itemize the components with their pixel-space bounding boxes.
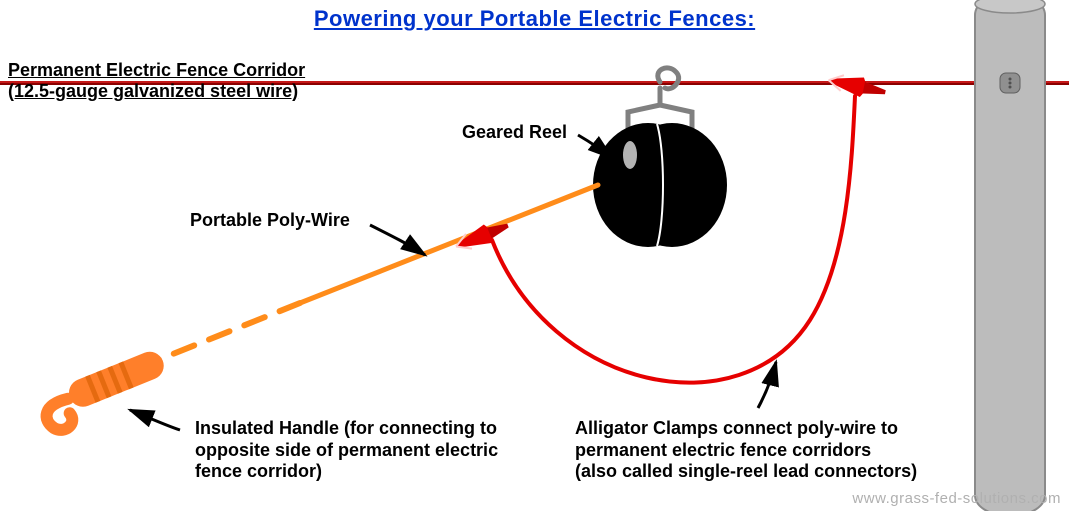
handle-label-line2: opposite side of permanent electric [195, 440, 498, 460]
clamp-label: Alligator Clamps connect poly-wire to pe… [575, 418, 917, 483]
geared-reel-label: Geared Reel [462, 122, 567, 144]
diagram-title: Powering your Portable Electric Fences: [0, 6, 1069, 32]
handle-label: Insulated Handle (for connecting to oppo… [195, 418, 498, 483]
watermark: www.grass-fed-solutions.com [852, 490, 1061, 507]
polywire-label: Portable Poly-Wire [190, 210, 350, 232]
clamp-label-line1: Alligator Clamps connect poly-wire to [575, 418, 898, 438]
arrow-polywire [370, 225, 425, 255]
arrow-handle [130, 410, 180, 430]
insulated-handle [38, 348, 173, 434]
clamp-label-line3: (also called single-reel lead connectors… [575, 461, 917, 481]
geared-reel [593, 123, 727, 247]
corridor-label-line1: Permanent Electric Fence Corridor [8, 60, 305, 80]
arrow-clamp [758, 362, 776, 408]
alligator-clamp-fence [827, 70, 888, 102]
fence-post [975, 0, 1045, 511]
corridor-label: Permanent Electric Fence Corridor (12.5-… [8, 60, 305, 101]
corridor-label-line2: (12.5-gauge galvanized steel wire) [8, 81, 298, 101]
polywire-solid [300, 185, 598, 303]
handle-label-line3: fence corridor) [195, 461, 322, 481]
handle-label-line1: Insulated Handle (for connecting to [195, 418, 497, 438]
clamp-label-line2: permanent electric fence corridors [575, 440, 871, 460]
